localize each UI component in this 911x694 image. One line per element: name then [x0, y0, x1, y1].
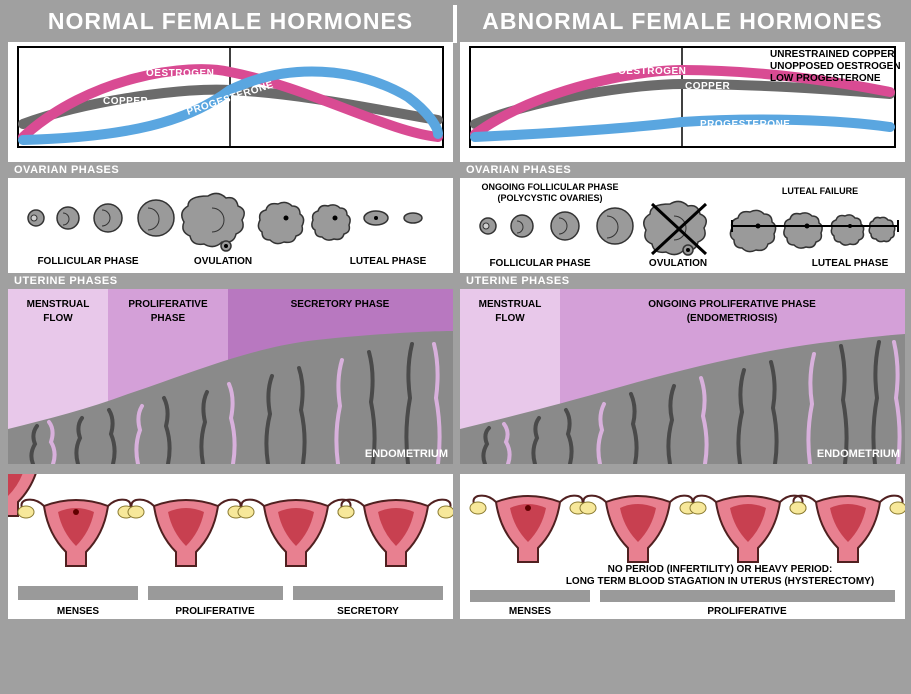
svg-text:NO PERIOD (INFERTILITY) OR HEA: NO PERIOD (INFERTILITY) OR HEAVY PERIOD:: [608, 564, 833, 575]
left-hormone-chart: OESTROGEN COPPER PROGESTERONE: [8, 42, 453, 162]
svg-text:MENSES: MENSES: [509, 606, 552, 617]
svg-text:OVULATION: OVULATION: [194, 256, 252, 267]
svg-text:MENSTRUAL: MENSTRUAL: [27, 299, 90, 310]
right-title: ABNORMAL FEMALE HORMONES: [460, 0, 905, 42]
left-uterine-heading: UTERINE PHASES: [8, 273, 453, 289]
svg-text:PROLIFERATIVE: PROLIFERATIVE: [175, 606, 255, 617]
svg-text:ENDOMETRIUM: ENDOMETRIUM: [817, 448, 900, 460]
svg-text:LUTEAL PHASE: LUTEAL PHASE: [350, 256, 427, 267]
svg-text:ONGOING FOLLICULAR PHASE: ONGOING FOLLICULAR PHASE: [482, 182, 619, 192]
left-title: NORMAL FEMALE HORMONES: [8, 0, 453, 42]
svg-text:UNOPPOSED OESTROGEN: UNOPPOSED OESTROGEN: [770, 61, 901, 72]
svg-text:PHASE: PHASE: [151, 313, 186, 324]
svg-text:MENSES: MENSES: [57, 606, 100, 617]
svg-text:LOW PROGESTERONE: LOW PROGESTERONE: [770, 73, 881, 84]
svg-text:LUTEAL PHASE: LUTEAL PHASE: [812, 258, 889, 269]
svg-text:PROLIFERATIVE: PROLIFERATIVE: [707, 606, 787, 617]
svg-text:ONGOING PROLIFERATIVE PHASE: ONGOING PROLIFERATIVE PHASE: [648, 299, 816, 310]
svg-text:FOLLICULAR PHASE: FOLLICULAR PHASE: [489, 258, 590, 269]
right-uterine-panel: MENSTRUAL FLOW ONGOING PROLIFERATIVE PHA…: [460, 289, 905, 464]
svg-text:FOLLICULAR PHASE: FOLLICULAR PHASE: [37, 256, 138, 267]
svg-text:UNRESTRAINED COPPER: UNRESTRAINED COPPER: [770, 49, 895, 60]
svg-text:FLOW: FLOW: [43, 313, 73, 324]
svg-text:PROLIFERATIVE: PROLIFERATIVE: [128, 299, 208, 310]
svg-text:(ENDOMETRIOSIS): (ENDOMETRIOSIS): [687, 313, 778, 324]
right-ovarian-panel: ONGOING FOLLICULAR PHASE (POLYCYSTIC OVA…: [460, 178, 905, 273]
svg-text:SECRETORY PHASE: SECRETORY PHASE: [291, 299, 390, 310]
svg-text:OVULATION: OVULATION: [649, 258, 707, 269]
svg-text:LONG TERM BLOOD STAGATION IN U: LONG TERM BLOOD STAGATION IN UTERUS (HYS…: [566, 576, 874, 587]
right-ovarian-heading: OVARIAN PHASES: [460, 162, 905, 178]
svg-text:SECRETORY: SECRETORY: [337, 606, 399, 617]
svg-text:(POLYCYSTIC OVARIES): (POLYCYSTIC OVARIES): [497, 193, 602, 203]
copper-label: COPPER: [103, 96, 149, 107]
left-uterus-row: MENSES PROLIFERATIVE SECRETORY: [8, 474, 453, 619]
right-uterus-row: NO PERIOD (INFERTILITY) OR HEAVY PERIOD:…: [460, 474, 905, 619]
left-ovarian-panel: FOLLICULAR PHASE OVULATION LUTEAL PHASE: [8, 178, 453, 273]
svg-text:OESTROGEN: OESTROGEN: [618, 66, 686, 77]
left-uterine-panel: MENSTRUAL FLOW PROLIFERATIVE PHASE SECRE…: [8, 289, 453, 464]
column-divider: [453, 5, 457, 43]
svg-text:PROGESTERONE: PROGESTERONE: [700, 119, 790, 130]
svg-text:LUTEAL FAILURE: LUTEAL FAILURE: [782, 186, 858, 196]
oestrogen-label: OESTROGEN: [146, 68, 214, 79]
right-uterine-heading: UTERINE PHASES: [460, 273, 905, 289]
right-hormone-chart: OESTROGEN COPPER PROGESTERONE UNRESTRAIN…: [460, 42, 905, 162]
left-ovarian-heading: OVARIAN PHASES: [8, 162, 453, 178]
svg-text:ENDOMETRIUM: ENDOMETRIUM: [365, 448, 448, 460]
svg-text:COPPER: COPPER: [685, 81, 731, 92]
svg-text:FLOW: FLOW: [495, 313, 525, 324]
svg-text:MENSTRUAL: MENSTRUAL: [479, 299, 542, 310]
